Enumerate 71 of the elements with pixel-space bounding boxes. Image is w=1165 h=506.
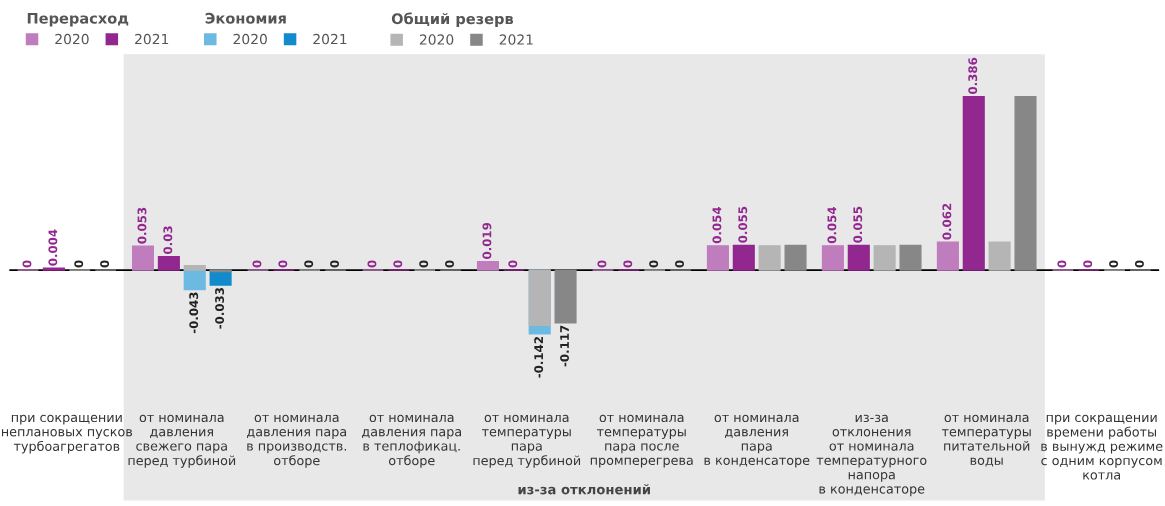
data-label: 0: [367, 260, 377, 268]
bar: [732, 244, 755, 271]
data-label: 0: [1083, 260, 1093, 268]
x-tick-label: от номинала давления пара в конденсаторе: [704, 414, 810, 468]
x-tick-label: из-за отклонения от номинала температурного напора в конденсаторе: [816, 414, 927, 497]
text: Экономия: [205, 12, 286, 24]
data-label: 0: [675, 260, 684, 268]
bar: [758, 245, 781, 271]
legend-label: 2020: [233, 33, 267, 45]
data-label: 0: [445, 260, 454, 268]
data-label: -0.033: [215, 287, 225, 329]
legend-label: 2021: [135, 33, 169, 45]
bar: [183, 269, 206, 291]
x-tick-label: от номинала давления пара в теплофикац. отборе: [362, 414, 461, 468]
band-label: из-за отклонений: [518, 484, 650, 495]
data-label: 0: [252, 260, 262, 268]
data-label: 0: [74, 260, 84, 268]
bar: [936, 241, 959, 271]
x-tick-label: от номинала температуры пара перед турбиной: [473, 414, 581, 468]
data-label: -0.142: [534, 337, 544, 378]
x-tick-label: от номинала температуры питательной воды: [941, 414, 1031, 467]
bar: [131, 245, 155, 271]
x-tick-label: от номинала температуры пара после промперегрева: [590, 414, 693, 468]
bar: [847, 244, 870, 271]
data-label: 0: [1057, 260, 1067, 268]
data-label: 0.055: [738, 206, 748, 243]
data-label: 0.386: [968, 57, 978, 94]
bar: [476, 260, 499, 271]
data-label: 0.054: [827, 206, 837, 244]
legend-label: 2020: [419, 34, 454, 45]
data-label: 0: [1109, 260, 1119, 268]
legend-label: 2020: [55, 33, 89, 45]
data-label: 0: [1134, 260, 1144, 268]
bar: [183, 264, 206, 271]
bar: [899, 244, 922, 271]
data-label: -0.043: [189, 292, 199, 334]
bar: [1014, 95, 1037, 271]
bar: [988, 241, 1011, 271]
data-label: 0: [100, 260, 110, 268]
bar: [157, 255, 180, 271]
data-label: 0: [623, 260, 633, 268]
x-tick-label: при сокращении времени работы в вынужд режиме с одним корпусом котла: [1041, 414, 1163, 480]
bar: [821, 245, 844, 271]
legend-label: 2021: [313, 33, 347, 45]
data-label: 0: [393, 260, 403, 268]
text: Общий резерв: [391, 12, 514, 28]
text: Перерасход: [27, 12, 129, 27]
bar: [554, 269, 577, 324]
data-label: 0: [278, 260, 288, 268]
data-label: 0: [597, 260, 607, 268]
data-label: 0.03: [163, 226, 173, 254]
legend-label: 2021: [499, 34, 533, 45]
data-label: 0: [304, 260, 314, 268]
x-tick-label: от номинала давления пара в производств. отборе: [247, 414, 347, 468]
x-tick-label: при сокращении неплановых пусков турбоагрегатов: [1, 414, 133, 454]
bar: [873, 245, 896, 271]
data-label: 0: [330, 260, 340, 268]
data-label: -0.117: [560, 325, 569, 367]
bar: [706, 245, 729, 271]
bar: [784, 244, 807, 271]
data-label: 0.054: [712, 206, 722, 244]
data-label: 0: [419, 260, 429, 268]
data-label: 0: [508, 260, 518, 268]
bar: [962, 95, 985, 271]
data-label: 0.055: [853, 206, 863, 243]
data-label: 0.062: [942, 203, 952, 240]
data-label: 0.004: [48, 229, 58, 266]
data-label: 0.053: [137, 207, 147, 244]
data-label: 0: [649, 260, 659, 268]
data-label: 0: [22, 260, 32, 268]
data-label: 0.019: [482, 222, 492, 259]
